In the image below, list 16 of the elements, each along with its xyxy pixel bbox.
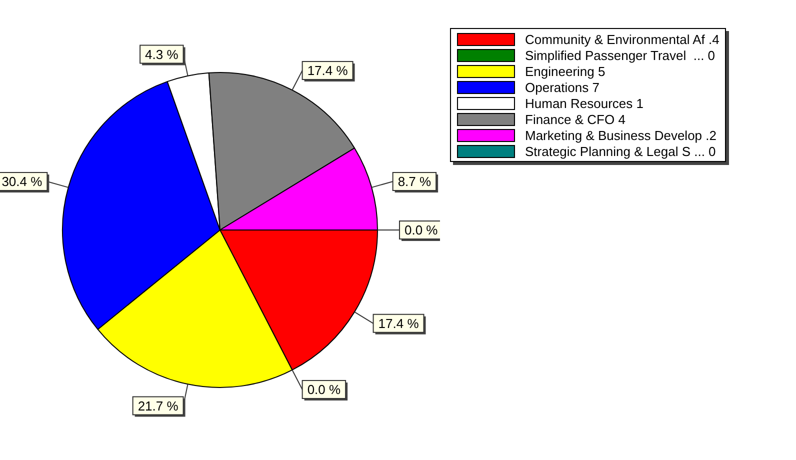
legend-label: Engineering 5 (525, 64, 606, 78)
data-label: 4.3 % (145, 46, 179, 62)
data-label: 21.7 % (138, 398, 179, 414)
text: 0.0 % (404, 222, 438, 238)
legend-label: Finance & CFO 4 (525, 112, 626, 126)
data-label: 8.7 % (398, 174, 432, 190)
data-label: 17.4 % (307, 63, 348, 78)
legend-label: Community & Environmental Af .4 (525, 32, 720, 46)
legend-label: Strategic Planning & Legal S ... 0 (525, 144, 716, 158)
legend-label: Operations 7 (525, 80, 600, 94)
data-label: 30.4 % (2, 174, 43, 190)
data-label: 17.4 % (378, 316, 420, 331)
legend-label: Simplified Passenger Travel ... 0 (525, 48, 716, 62)
text: 0.0 % (307, 382, 341, 398)
legend-label: Human Resources 1 (525, 96, 644, 110)
legend-label: Marketing & Business Develop .2 (525, 128, 716, 142)
